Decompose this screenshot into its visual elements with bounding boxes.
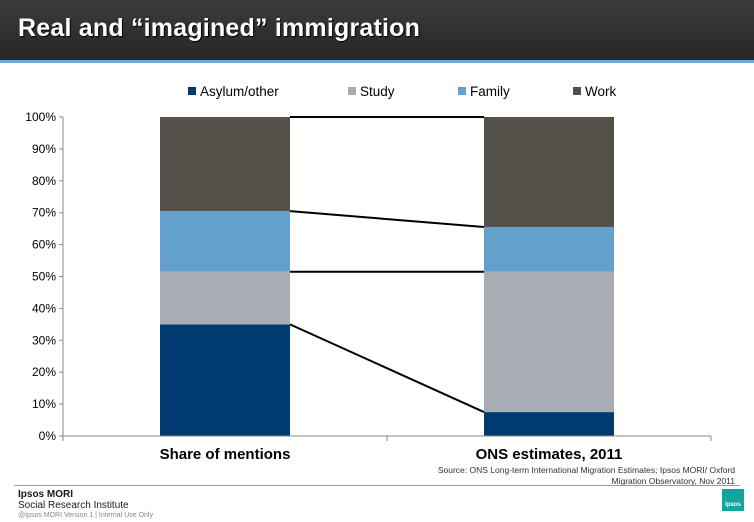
x-category-label: ONS estimates, 2011 <box>476 446 623 463</box>
bar-segment <box>160 211 290 272</box>
stacked-bar-chart: Asylum/other Study Family Work 0% 10% 20% 30% 40… <box>25 84 712 463</box>
connector-line <box>289 323 485 413</box>
page-title: Real and “imagined” immigration <box>18 14 421 42</box>
legend-label: Asylum/other <box>200 84 279 99</box>
legend-label: Study <box>360 84 395 99</box>
legend-label: Family <box>470 84 510 99</box>
y-tick-label: 30% <box>32 333 56 347</box>
bar-segment <box>484 227 614 272</box>
y-tick-label: 0% <box>39 429 57 443</box>
title-rule <box>0 60 754 63</box>
ipsos-logo: Ipsos <box>722 489 744 511</box>
brand-note: @Ipsos MORI Version 1 | Internal Use Onl… <box>18 512 153 519</box>
bar-segment <box>484 117 614 228</box>
legend-swatch <box>573 87 581 95</box>
legend-label: Work <box>585 84 617 99</box>
x-category-label: Share of mentions <box>160 446 291 463</box>
bar-segment <box>484 412 614 436</box>
brand-name: Ipsos MORI <box>18 489 74 500</box>
y-tick-label: 70% <box>32 206 56 220</box>
bar-segment <box>160 324 290 436</box>
y-tick-label: 20% <box>32 365 56 379</box>
y-tick-label: 60% <box>32 238 56 252</box>
source-note: Source: ONS Long-term International Migr… <box>437 465 735 486</box>
title-bar: Real and “imagined” immigration <box>0 0 754 60</box>
bar-segment <box>484 271 614 413</box>
y-tick-label: 40% <box>32 301 56 315</box>
legend-swatch <box>458 87 466 95</box>
footer-rule <box>14 485 740 486</box>
legend-swatch <box>188 87 196 95</box>
y-tick-label: 50% <box>32 270 56 284</box>
connector-line <box>289 210 485 229</box>
brand-subtitle: Social Research Institute <box>18 500 129 511</box>
y-tick-label: 10% <box>32 397 56 411</box>
bar-segment <box>160 271 290 325</box>
brand-block: Ipsos MORI Social Research Institute @Ip… <box>18 489 153 521</box>
y-tick-label: 80% <box>32 174 56 188</box>
y-tick-label: 90% <box>32 142 56 156</box>
y-tick-label: 100% <box>25 110 56 124</box>
legend-swatch <box>348 87 356 95</box>
bar-segment <box>160 117 290 212</box>
